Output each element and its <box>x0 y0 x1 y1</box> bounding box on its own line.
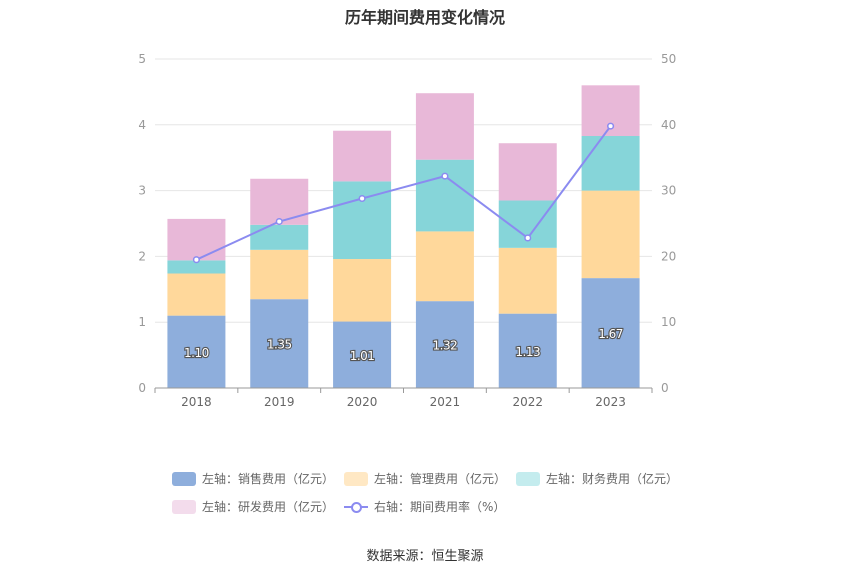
bar-segment <box>498 143 557 201</box>
bar-segment <box>415 159 474 232</box>
y-right-tick-label: 0 <box>661 381 669 395</box>
bar-segment <box>415 231 474 302</box>
bar-segment <box>415 301 474 388</box>
legend-swatch <box>516 471 540 486</box>
y-left-tick-label: 3 <box>138 184 146 198</box>
bar-segment <box>498 247 557 314</box>
rate-point <box>607 122 615 130</box>
x-tick-label: 2018 <box>181 395 212 409</box>
x-tick-label: 2023 <box>595 395 626 409</box>
legend-item[interactable]: 左轴：财务费用（亿元） <box>516 470 678 487</box>
bar-segment <box>167 260 226 274</box>
data-label: 1.32 <box>433 339 458 353</box>
bar-segment <box>333 259 392 322</box>
bar-segment <box>581 278 640 388</box>
x-tick-label: 2022 <box>512 395 543 409</box>
bar-segment <box>581 190 640 279</box>
y-right-tick-label: 20 <box>661 249 676 263</box>
bar-segment <box>167 315 226 388</box>
rate-point <box>441 172 449 180</box>
legend-swatch <box>172 471 196 486</box>
legend-line-marker <box>344 500 368 514</box>
y-right-tick-label: 10 <box>661 315 676 329</box>
rate-line <box>195 125 612 261</box>
bar-segment <box>333 181 392 260</box>
data-label: 1.35 <box>267 338 292 352</box>
data-label: 1.13 <box>515 345 540 359</box>
rate-point <box>275 217 283 226</box>
bar-segment <box>333 321 392 388</box>
bar-segment <box>498 313 557 388</box>
bar-segment <box>415 93 474 160</box>
bar-segment <box>167 273 226 316</box>
legend-item[interactable]: 左轴：研发费用（亿元） <box>172 498 334 515</box>
legend-label: 右轴：期间费用率（%） <box>374 500 506 514</box>
rate-point <box>524 234 532 242</box>
bar-segment <box>250 224 309 250</box>
legend-swatch <box>172 499 196 514</box>
data-label: 1.01 <box>350 349 375 363</box>
y-right-tick-label: 50 <box>661 52 676 66</box>
chart-title: 历年期间费用变化情况 <box>344 8 505 27</box>
bar-segment <box>167 218 226 261</box>
bar-segment <box>250 299 309 388</box>
x-tick-label: 2020 <box>347 395 378 409</box>
bar-segment <box>250 249 309 300</box>
legend-item[interactable]: 左轴：销售费用（亿元） <box>172 470 334 487</box>
legend-item[interactable]: 左轴：管理费用（亿元） <box>344 470 506 487</box>
y-left-tick-label: 2 <box>138 249 146 263</box>
data-label: 1.67 <box>598 327 623 341</box>
legend-label: 左轴：销售费用（亿元） <box>202 472 335 486</box>
y-right-tick-label: 30 <box>661 184 676 198</box>
legend-label: 左轴：管理费用（亿元） <box>374 472 507 486</box>
legend-label: 左轴：研发费用（亿元） <box>202 500 335 514</box>
x-tick-label: 2019 <box>264 395 295 409</box>
y-left-tick-label: 1 <box>138 315 146 329</box>
y-left-tick-label: 0 <box>138 381 146 395</box>
rate-point <box>358 194 366 203</box>
bar-segment <box>333 130 392 182</box>
bar-segment <box>581 135 640 191</box>
legend-swatch <box>344 471 368 486</box>
y-left-tick-label: 5 <box>138 52 146 66</box>
x-tick-label: 2021 <box>430 395 461 409</box>
legend-item[interactable]: 右轴：期间费用率（%） <box>344 498 505 515</box>
chart-plot: 0 0 1 10 2 20 3 30 4 40 5 50 1.10 1.35 1.01 1.32 1.13 1.6… <box>138 52 676 409</box>
y-left-tick-label: 4 <box>138 118 146 132</box>
y-right-tick-label: 40 <box>661 118 676 132</box>
source-note: 数据来源：恒生聚源 <box>366 549 484 564</box>
rate-point <box>192 256 200 264</box>
bar-segment <box>250 178 309 225</box>
legend-label: 左轴：财务费用（亿元） <box>546 472 679 486</box>
data-label: 1.10 <box>184 346 209 360</box>
